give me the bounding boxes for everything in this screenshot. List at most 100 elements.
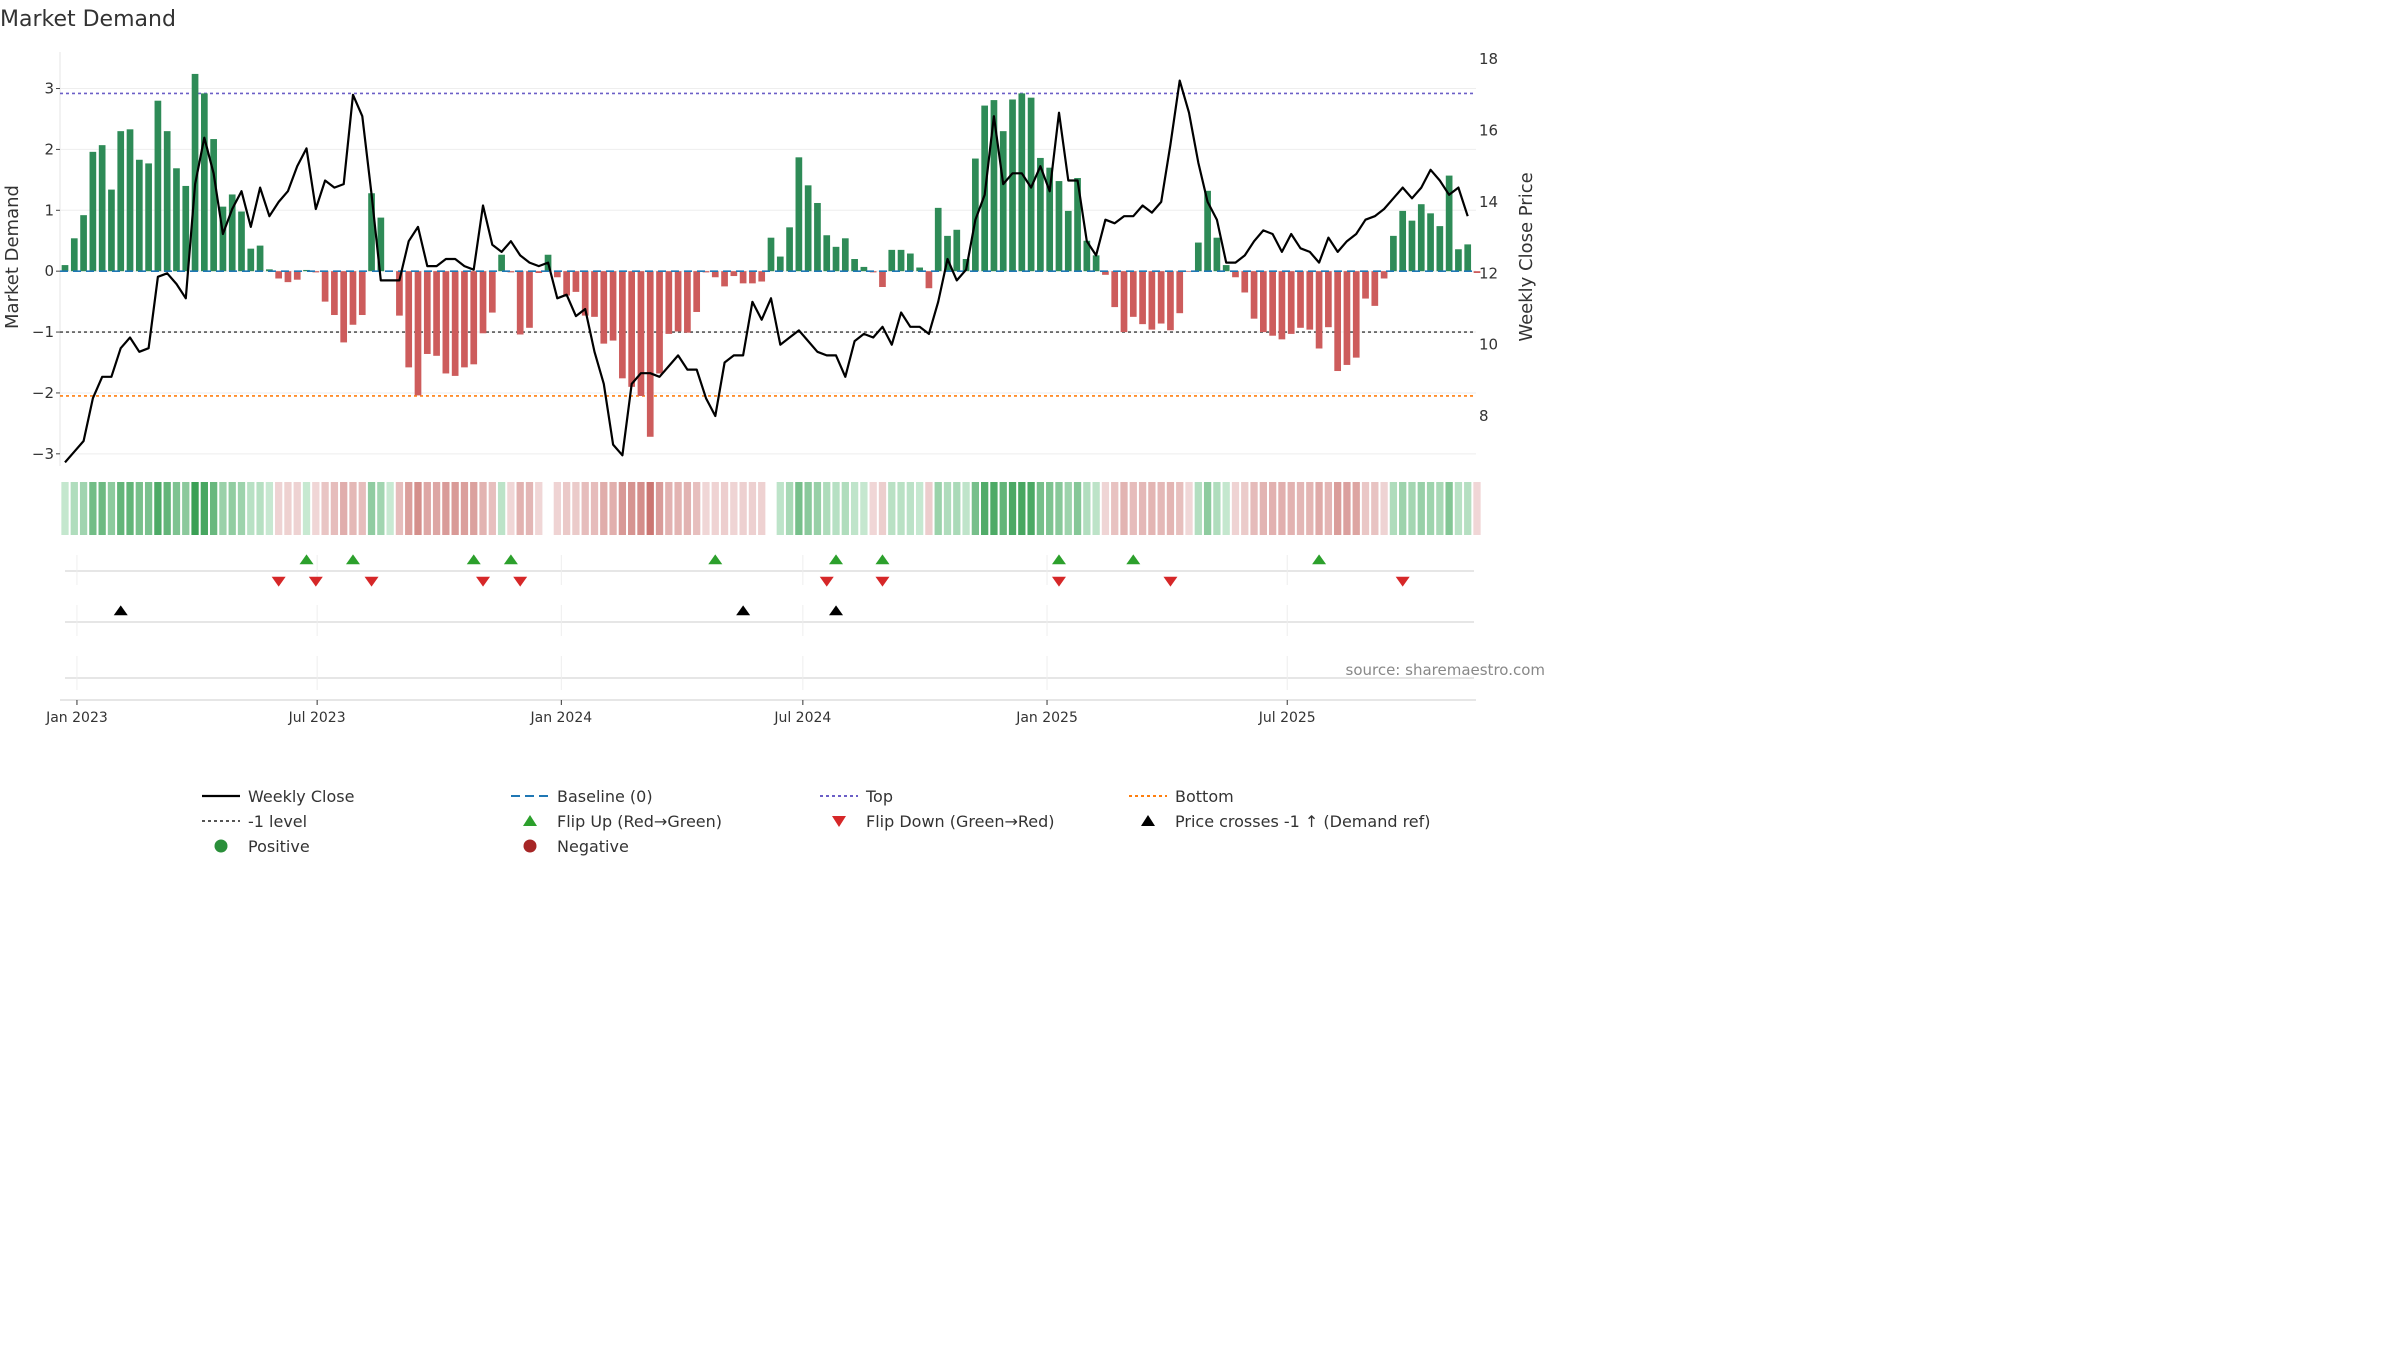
demand-bar [581, 271, 589, 316]
strip-cell [572, 482, 580, 535]
demand-bar [656, 271, 663, 374]
demand-bar [1232, 271, 1239, 278]
demand-bar [498, 254, 505, 272]
strip-cell [1129, 482, 1137, 535]
demand-bar [1399, 210, 1407, 272]
demand-bar [1334, 271, 1342, 372]
x-axis: Jan 2023 Jul 2023 Jan 2024 Jul 2024 Jan 2025… [45, 699, 1476, 726]
flip-down-marker [875, 576, 890, 587]
strip-cell [869, 482, 877, 535]
demand-bar [396, 271, 403, 316]
strip-cell [312, 482, 320, 535]
flip-down-marker [364, 576, 379, 587]
strip-cell [535, 482, 543, 535]
strip-cell [1473, 482, 1481, 535]
demand-bar [1380, 271, 1388, 279]
strip-cell [107, 482, 116, 535]
strip-cell [1018, 482, 1026, 535]
y-axis-right: 18 16 14 12 10 8 [1479, 50, 1498, 425]
demand-bar [135, 159, 143, 272]
flip-down-marker [1163, 576, 1178, 587]
demand-bar [1204, 190, 1211, 272]
demand-bar [200, 93, 208, 272]
demand-bar [684, 271, 691, 333]
demand-bar [331, 271, 338, 316]
strip-cell [748, 482, 757, 535]
demand-bar [535, 271, 543, 274]
demand-bar [210, 139, 217, 272]
flip-up-marker [829, 554, 844, 565]
demand-bar [1185, 271, 1193, 272]
source-label: source: sharemaestro.com [1346, 661, 1546, 679]
y-axis-left: 3 2 1 0 −1 −2 −3 [32, 80, 60, 463]
legend-label: Flip Up (Red→Green) [557, 812, 722, 831]
y-right-tick-label: 12 [1479, 264, 1498, 282]
legend-swatch-triangle-up [1141, 815, 1155, 826]
strip-cell [1464, 482, 1472, 535]
demand-bar [1046, 167, 1054, 272]
reference-lines [60, 92, 1476, 397]
demand-bar [1445, 175, 1453, 272]
demand-bar [108, 189, 115, 272]
strip-cell [1287, 482, 1295, 535]
strip-cell [479, 482, 487, 535]
demand-bar [786, 227, 793, 272]
legend-item: Baseline (0) [511, 787, 653, 806]
strip-cell [1324, 482, 1333, 535]
flip-down-marker [819, 576, 834, 587]
strip-cell [655, 482, 664, 535]
x-tick-label: Jul 2023 [288, 710, 346, 726]
strip-cell [1306, 482, 1314, 535]
demand-bar [423, 271, 431, 354]
demand-bar [238, 211, 245, 272]
strip-cell [1278, 482, 1286, 535]
price-line-group [64, 79, 1469, 464]
demand-bar [1455, 249, 1462, 272]
strip-cell [1138, 482, 1147, 535]
strip-cell [785, 482, 794, 535]
strip-cell [832, 482, 840, 535]
strip-cell [377, 482, 385, 535]
x-tick-label: Jul 2025 [1258, 710, 1316, 726]
strip-cell [98, 482, 106, 535]
strip-cell [144, 482, 153, 535]
strip-cell [256, 482, 264, 535]
demand-bar [1027, 97, 1035, 272]
y-left-tick-label: −1 [32, 323, 54, 341]
x-tick-label: Jan 2023 [45, 710, 108, 726]
strip-cell [1380, 482, 1388, 535]
demand-bar [1278, 271, 1286, 340]
strip-cell [302, 482, 311, 535]
event-markers [65, 554, 1474, 690]
demand-bar [749, 271, 756, 284]
demand-bar [1464, 244, 1472, 272]
demand-bar [1157, 271, 1165, 324]
y-axis-left-label: Market Demand [2, 185, 23, 329]
demand-bar [377, 217, 385, 272]
demand-bar [1167, 271, 1174, 331]
y-right-tick-label: 8 [1479, 407, 1489, 425]
demand-bar [1074, 178, 1081, 272]
strip-cell [200, 482, 208, 535]
legend-swatch-circle [523, 839, 537, 853]
x-tick-label: Jul 2024 [773, 710, 831, 726]
demand-bar [1390, 235, 1397, 272]
demand-bar [693, 271, 701, 312]
strip-cell [795, 482, 803, 535]
legend-label: Positive [248, 837, 310, 856]
strip-cell [702, 482, 710, 535]
demand-bar [80, 215, 87, 272]
strip-cell [1259, 482, 1267, 535]
strip-cell [451, 482, 459, 535]
legend-swatch-triangle-up [523, 815, 537, 826]
y-right-tick-label: 18 [1479, 50, 1498, 68]
legend-label: Price crosses -1 ↑ (Demand ref) [1175, 812, 1431, 831]
demand-bar [804, 185, 812, 272]
strip-cell [219, 482, 227, 535]
strip-cell [135, 482, 143, 535]
strip-cell [488, 482, 496, 535]
strip-cell [943, 482, 952, 535]
strip-cell [442, 482, 450, 535]
strip-cell [1166, 482, 1175, 535]
demand-bar [1417, 204, 1425, 272]
